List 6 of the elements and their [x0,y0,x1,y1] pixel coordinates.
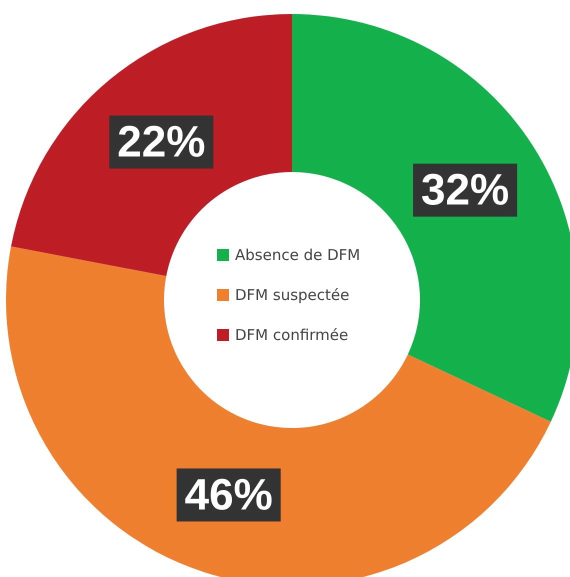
legend-label: Absence de DFM [235,246,360,264]
legend-label: DFM suspectée [235,286,350,304]
data-label: 46% [184,470,273,520]
data-label: 22% [117,118,206,167]
legend-label: DFM confirmée [235,326,348,344]
data-label: 32% [421,166,510,215]
